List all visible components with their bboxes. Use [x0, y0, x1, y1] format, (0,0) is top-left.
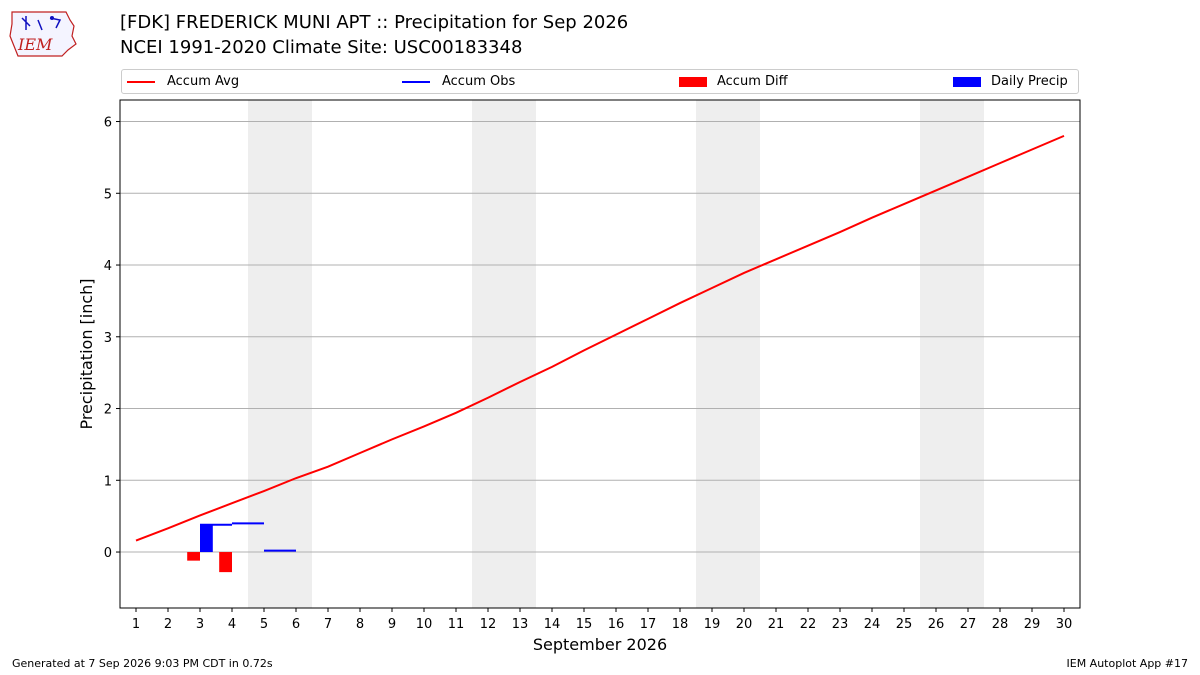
x-tick-label: 5 — [260, 617, 268, 632]
weekend-band — [920, 100, 984, 608]
x-axis-label: September 2026 — [533, 635, 667, 654]
x-tick-label: 23 — [832, 617, 849, 632]
legend-label: Daily Precip — [991, 74, 1068, 89]
generated-timestamp: Generated at 7 Sep 2026 9:03 PM CDT in 0… — [12, 657, 273, 670]
x-tick-label: 15 — [576, 617, 593, 632]
weekend-band — [248, 100, 312, 608]
legend-item-accum-obs: Accum Obs — [402, 70, 515, 93]
weekend-band — [472, 100, 536, 608]
x-tick-label: 14 — [544, 617, 561, 632]
x-tick-label: 25 — [896, 617, 913, 632]
x-tick-label: 22 — [800, 617, 817, 632]
x-tick-label: 12 — [480, 617, 497, 632]
accum-avg-swatch — [127, 80, 155, 83]
x-tick-label: 3 — [196, 617, 204, 632]
y-tick-label: 6 — [104, 116, 112, 131]
x-tick-label: 9 — [388, 617, 396, 632]
accum-avg-line — [135, 134, 1065, 542]
y-axis-label: Precipitation [inch] — [77, 278, 96, 429]
x-tick-label: 20 — [736, 617, 753, 632]
iem-logo: IEM — [9, 11, 77, 57]
y-tick-label: 0 — [104, 546, 112, 561]
x-tick-label: 6 — [292, 617, 300, 632]
accum-obs-swatch — [402, 80, 430, 83]
x-tick-label: 30 — [1056, 617, 1073, 632]
x-tick-label: 27 — [960, 617, 977, 632]
legend-label: Accum Avg — [167, 74, 240, 89]
x-tick-label: 19 — [704, 617, 721, 632]
x-tick-label: 11 — [448, 617, 465, 632]
x-tick-label: 7 — [324, 617, 332, 632]
accum-diff-bar — [219, 552, 232, 573]
x-tick-label: 4 — [228, 617, 236, 632]
legend-item-daily-precip: Daily Precip — [953, 70, 1068, 93]
x-tick-label: 26 — [928, 617, 945, 632]
x-tick-label: 1 — [132, 617, 140, 632]
x-tick-label: 2 — [164, 617, 172, 632]
x-tick-label: 18 — [672, 617, 689, 632]
legend-label: Accum Obs — [442, 74, 516, 89]
x-tick-label: 28 — [992, 617, 1009, 632]
logo-text: IEM — [17, 35, 53, 54]
x-tick-label: 29 — [1024, 617, 1041, 632]
x-tick-label: 24 — [864, 617, 881, 632]
chart-subtitle: NCEI 1991-2020 Climate Site: USC00183348 — [120, 37, 523, 58]
y-tick-label: 2 — [104, 403, 112, 418]
legend-label: Accum Diff — [717, 74, 788, 89]
weekend-band — [696, 100, 760, 608]
x-tick-label: 17 — [640, 617, 657, 632]
accum-diff-swatch — [679, 76, 707, 87]
x-tick-label: 13 — [512, 617, 529, 632]
x-tick-label: 16 — [608, 617, 625, 632]
plot-frame — [119, 99, 1081, 609]
y-tick-label: 1 — [104, 474, 112, 489]
y-tick-label: 5 — [104, 187, 112, 202]
daily-precip-bar — [200, 524, 213, 553]
legend-item-accum-diff: Accum Diff — [679, 70, 788, 93]
x-tick-label: 21 — [768, 617, 785, 632]
legend-item-accum-avg: Accum Avg — [127, 70, 239, 93]
y-tick-label: 3 — [104, 331, 112, 346]
x-tick-label: 8 — [356, 617, 364, 632]
chart-title: [FDK] FREDERICK MUNI APT :: Precipitatio… — [120, 12, 629, 33]
app-label: IEM Autoplot App #17 — [1066, 657, 1189, 670]
x-tick-label: 10 — [416, 617, 433, 632]
legend: Accum Avg Accum Obs Accum Diff Daily Pre… — [121, 69, 1079, 94]
daily-precip-swatch — [953, 76, 981, 87]
accum-diff-bar — [187, 552, 200, 561]
y-tick-label: 4 — [104, 259, 112, 274]
